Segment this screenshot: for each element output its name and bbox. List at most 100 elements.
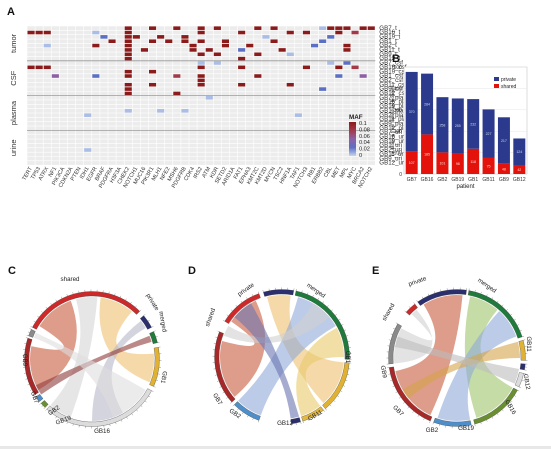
sector-tick xyxy=(337,395,340,397)
chord-ribbon xyxy=(394,309,433,364)
sector-label: GB1 xyxy=(344,351,351,364)
heatmap-cell xyxy=(92,30,100,35)
chord-ribbon xyxy=(296,327,344,416)
legend-swatch-shared xyxy=(494,84,499,88)
sector-tick xyxy=(486,419,488,422)
bar-value-private: 370 xyxy=(409,110,415,114)
sector-tick xyxy=(153,386,156,388)
heatmap-cell xyxy=(124,26,132,30)
heatmap-cell xyxy=(124,39,132,43)
x-tick-label: GB1 xyxy=(468,177,478,183)
sector-label: private xyxy=(408,275,428,288)
sector-tick xyxy=(301,290,303,293)
bar-shared xyxy=(482,157,495,174)
legend-colorbar xyxy=(349,122,356,156)
heatmap-cell xyxy=(205,96,213,100)
x-tick-label: GB11 xyxy=(482,177,495,183)
bar-value-shared: 48 xyxy=(502,167,506,171)
heatmap-cell xyxy=(238,82,246,87)
gene-label: FAT1 xyxy=(233,166,245,180)
sector-tick xyxy=(308,419,310,422)
sector-tick xyxy=(300,421,302,424)
heatmap-cell xyxy=(319,26,327,30)
sector-tick xyxy=(517,390,520,392)
sector-tick xyxy=(119,295,122,298)
heatmap-cell xyxy=(84,113,92,117)
sample-label: GB2_csf xyxy=(379,77,403,84)
sector-tick xyxy=(329,404,332,407)
bar-shared xyxy=(497,163,510,174)
heatmap-cell xyxy=(197,26,205,30)
sample-label: GB1_t xyxy=(379,38,397,45)
sector-tick xyxy=(412,411,414,413)
heatmap-cell xyxy=(197,52,205,57)
sector-tick xyxy=(252,418,254,421)
sector-tick xyxy=(55,299,57,302)
legend-tick-label: 0.02 xyxy=(359,147,370,153)
bar-value-private: 258 xyxy=(439,123,445,127)
heatmap-cell xyxy=(173,26,181,30)
heatmap-cell xyxy=(221,43,229,48)
heatmap-cell xyxy=(157,35,165,39)
sector-tick xyxy=(148,395,151,398)
panel-a-label: A xyxy=(7,6,15,18)
bar-shared xyxy=(513,165,526,174)
heatmap-cell xyxy=(197,30,205,35)
sample-label: GB12_csf xyxy=(379,90,406,97)
heatmap-cell xyxy=(197,61,205,65)
heatmap-cell xyxy=(254,52,262,57)
sector-tick xyxy=(217,330,220,332)
sector-tick xyxy=(347,374,350,376)
sample-label: GB2_pla xyxy=(379,112,404,119)
chord-ribbon xyxy=(437,311,517,422)
sector-tick xyxy=(390,333,393,335)
chord-ribbon xyxy=(267,295,344,404)
heatmap-cell xyxy=(124,74,132,78)
heatmap-cell xyxy=(238,56,246,61)
sample-label: GB11_t xyxy=(379,47,400,54)
heatmap-cell xyxy=(181,109,189,113)
gene-label: NF1 xyxy=(48,166,58,178)
heatmap-cell xyxy=(343,26,351,30)
sector-arc xyxy=(519,363,526,371)
heatmap-cell xyxy=(124,82,132,87)
sector-tick xyxy=(313,416,315,419)
sector-tick xyxy=(335,314,337,316)
sector-tick xyxy=(523,339,526,341)
gene-label: IDH1 xyxy=(79,166,91,180)
heatmap-cell xyxy=(124,109,132,113)
heatmap-cell xyxy=(335,65,343,70)
heatmap-cell xyxy=(286,30,294,35)
gene-label: TAF1 xyxy=(289,166,301,180)
heatmap-cell xyxy=(197,74,205,78)
bar-value-private: 217 xyxy=(501,139,507,143)
sector-tick xyxy=(474,289,476,292)
sector-tick xyxy=(72,423,74,426)
group-label: plasma xyxy=(9,100,18,125)
gene-label: CBL xyxy=(323,166,334,178)
sector-tick xyxy=(41,405,44,407)
sector-tick xyxy=(519,330,522,332)
heatmap-cell xyxy=(351,30,359,35)
sector-tick xyxy=(340,390,343,392)
sample-label: GB11_pla xyxy=(379,116,407,123)
heatmap-cell xyxy=(335,30,343,35)
panel-b-label: B xyxy=(392,53,400,65)
sector-tick xyxy=(151,326,154,328)
heatmap-cell xyxy=(286,82,294,87)
sector-tick xyxy=(25,337,28,339)
x-tick-label: GB19 xyxy=(451,177,464,183)
y-tick-label: 0 xyxy=(399,172,402,178)
legend-tick-label: 0 xyxy=(359,153,362,159)
heatmap-cell xyxy=(327,26,335,30)
sector-label: shared xyxy=(381,302,397,322)
x-tick-label: GB16 xyxy=(421,177,434,183)
sector-tick xyxy=(388,339,391,341)
sector-tick xyxy=(151,390,154,392)
group-label: CSF xyxy=(9,70,18,85)
bar-private xyxy=(497,117,510,164)
sector-tick xyxy=(318,413,320,416)
sample-label: GB19_csf xyxy=(379,68,406,75)
